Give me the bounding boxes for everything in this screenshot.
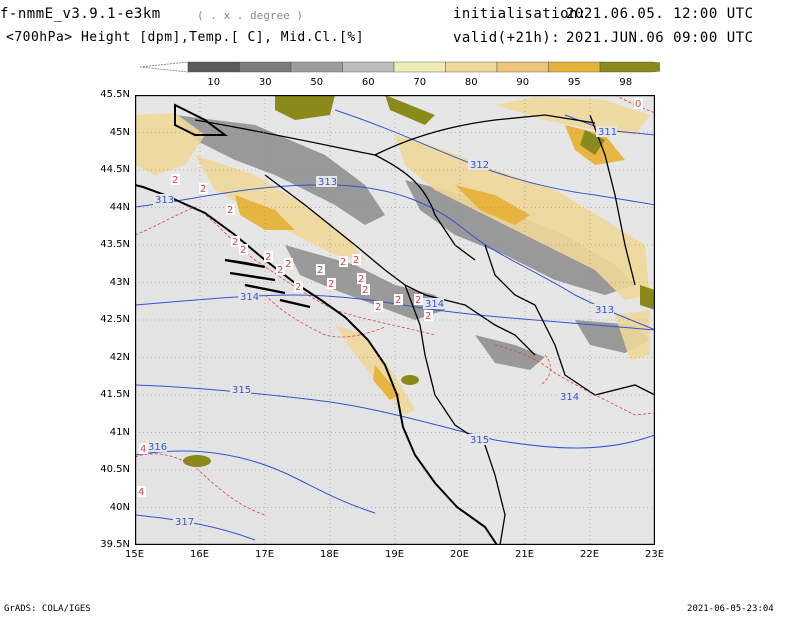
colorbar-label: 90 — [516, 77, 529, 88]
latitude-tick-label: 43.5N — [100, 239, 130, 250]
temperature-contour-label: 2 — [328, 279, 334, 290]
temperature-contour-label: 2 — [232, 237, 238, 248]
colorbar-label: 30 — [259, 77, 272, 88]
height-contour-label: 313 — [595, 305, 614, 316]
colorbar-swatch — [393, 61, 446, 73]
height-contour-label: 312 — [470, 160, 489, 171]
temperature-contour-label: 2 — [340, 257, 346, 268]
longitude-tick-label: 17E — [255, 549, 275, 560]
projection-label: ( . x . degree ) — [197, 9, 303, 22]
height-contour-label: 314 — [425, 299, 444, 310]
height-label-group: 311 312 313 313 314 314 313 315 314 315 316 317 — [146, 126, 617, 528]
longitude-tick-label: 22E — [580, 549, 600, 560]
cloud-olive — [183, 95, 655, 467]
temperature-contour-label: 2 — [353, 255, 359, 266]
valid-label: valid(+21h): — [453, 30, 561, 46]
temperature-contour-label: 4 — [138, 487, 144, 498]
height-contour-label: 316 — [148, 442, 167, 453]
height-contour-label: 317 — [175, 517, 194, 528]
grid-lines — [135, 95, 655, 545]
temperature-contour-label: 2 — [227, 205, 233, 216]
latitude-tick-label: 45.5N — [100, 89, 130, 100]
footer-timestamp: 2021-06-05-23:04 — [687, 604, 774, 614]
valid-time: 2021.JUN.06 09:00 UTC — [566, 30, 754, 46]
temperature-contour-label: 2 — [425, 311, 431, 322]
colorbar-swatch — [599, 61, 660, 73]
longitude-tick-label: 19E — [385, 549, 405, 560]
latitude-tick-label: 44N — [109, 201, 130, 213]
temperature-contour-label: 2 — [240, 245, 246, 256]
colorbar-label: 10 — [207, 77, 220, 88]
height-contour-label: 313 — [155, 195, 174, 206]
init-label: initialisation: — [453, 6, 587, 22]
islands — [224, 258, 311, 309]
colorbar-label: 60 — [362, 77, 375, 88]
latitude-tick-label: 39.5N — [100, 539, 130, 550]
height-contour-label: 314 — [240, 292, 259, 303]
temperature-contour-label: 2 — [200, 184, 206, 195]
colorbar-swatch — [342, 61, 395, 73]
colorbar-swatch — [445, 61, 498, 73]
temperature-contour-label: 2 — [265, 252, 271, 263]
latitude-tick-label: 45N — [109, 126, 130, 138]
colorbar-lower-arrow — [140, 61, 189, 73]
coastlines — [135, 103, 498, 545]
height-contour-label: 314 — [560, 392, 579, 403]
latitude-tick-label: 42N — [109, 351, 130, 363]
colorbar-label: 95 — [568, 77, 581, 88]
colorbar-swatch — [548, 61, 601, 73]
height-contour-label: 311 — [598, 127, 617, 138]
longitude-tick-label: 23E — [645, 549, 665, 560]
temperature-contour-label: 2 — [375, 302, 381, 313]
temperature-contour-label: 2 — [285, 259, 291, 270]
temperature-contour-label: 2 — [295, 282, 301, 293]
height-contours — [135, 109, 655, 541]
longitude-tick-label: 15E — [125, 549, 145, 560]
temperature-contour-label: 2 — [362, 285, 368, 296]
latitude-tick-label: 40.5N — [100, 464, 130, 475]
temperature-contour-label: 0 — [635, 99, 641, 110]
latitude-tick-label: 44.5N — [100, 164, 130, 175]
latitude-tick-label: 43N — [109, 276, 130, 288]
height-contour-label: 315 — [470, 435, 489, 446]
temperature-contour-label: 2 — [358, 274, 364, 285]
latitude-tick-label: 41N — [109, 426, 130, 438]
colorbar: 10 30 50 60 70 80 90 95 98 — [140, 61, 660, 88]
temperature-contour-label: 2 — [415, 295, 421, 306]
national-borders — [194, 114, 655, 545]
colorbar-swatch — [187, 61, 240, 73]
colorbar-label: 80 — [465, 77, 478, 88]
variables-label: <700hPa> Height [dpm],Temp.[ C], Mid.Cl.… — [6, 30, 365, 45]
colorbar-swatch — [290, 61, 343, 73]
height-contour-label: 313 — [318, 177, 337, 188]
longitude-tick-label: 21E — [515, 549, 535, 560]
colorbar-label: 50 — [310, 77, 323, 88]
colorbar-label: 70 — [413, 77, 426, 88]
colorbar-swatch — [239, 61, 292, 73]
longitude-tick-label: 18E — [320, 549, 340, 560]
colorbar-swatch — [496, 61, 549, 73]
temperature-contour-label: 4 — [140, 444, 146, 455]
map-frame — [135, 95, 655, 545]
temperature-contour-label: 2 — [172, 175, 178, 186]
latitude-tick-label: 40N — [109, 501, 130, 513]
longitude-tick-label: 20E — [450, 549, 470, 560]
temperature-contour-label: 2 — [395, 295, 401, 306]
init-time: 2021.06.05. 12:00 UTC — [566, 6, 754, 22]
height-contour-label: 315 — [232, 385, 251, 396]
footer-credit: GrADS: COLA/IGES — [4, 604, 91, 614]
latitude-tick-label: 42.5N — [100, 314, 130, 325]
longitude-tick-label: 16E — [190, 549, 210, 560]
temperature-contour-label: 2 — [317, 265, 323, 276]
latitude-tick-label: 41.5N — [100, 389, 130, 400]
model-name: f-nmmE_v3.9.1-e3km — [0, 6, 161, 22]
colorbar-label: 98 — [619, 77, 632, 88]
temperature-contour-label: 2 — [277, 265, 283, 276]
